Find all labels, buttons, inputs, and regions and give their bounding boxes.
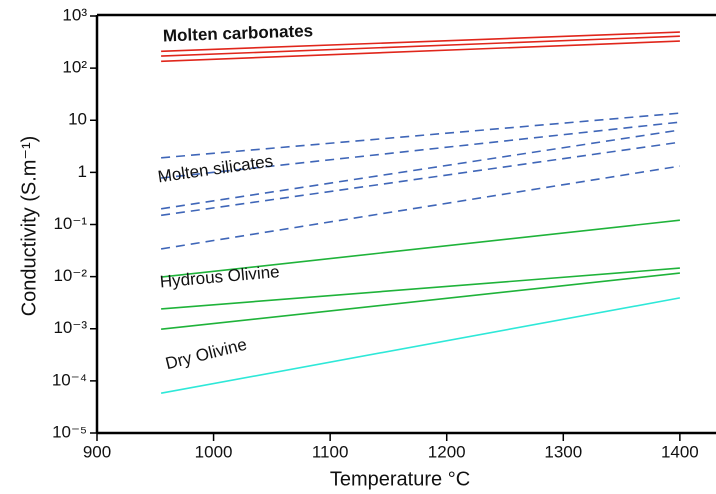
x-tick-label: 1000	[195, 442, 233, 461]
series-line	[161, 35, 680, 57]
series-line	[160, 141, 681, 217]
y-tick-label: 10⁻¹	[53, 214, 87, 233]
series-line	[161, 219, 680, 278]
series-line	[161, 40, 680, 63]
x-axis-title: Temperature °C	[330, 468, 470, 490]
series-line	[160, 297, 681, 394]
annotation: Molten carbonates	[163, 21, 314, 45]
x-tick-label: 1200	[428, 442, 466, 461]
series-line	[161, 272, 680, 330]
y-tick-label: 10²	[62, 58, 87, 77]
y-tick-label: 10⁻²	[53, 266, 87, 285]
y-tick-label: 10	[68, 110, 87, 129]
y-tick-label: 1	[78, 162, 87, 181]
series-line	[161, 267, 680, 310]
y-axis-title: Conductivity (S.m⁻¹)	[18, 136, 40, 317]
y-tick-label: 10⁻⁴	[52, 370, 87, 389]
y-tick-label: 10⁻³	[53, 318, 87, 337]
x-tick-label: 900	[83, 442, 111, 461]
x-tick-label: 1100	[312, 442, 349, 461]
x-tick-label: 1300	[544, 442, 582, 461]
series-line	[161, 121, 680, 179]
series-line	[160, 165, 681, 250]
annotation: Dry Olivine	[163, 335, 248, 374]
y-tick-label: 10⁻⁵	[52, 422, 87, 441]
series-line	[160, 129, 681, 210]
x-tick-label: 1400	[661, 442, 699, 461]
annotation: Molten silicates	[157, 151, 275, 186]
annotation: Hydrous Olivine	[159, 262, 280, 291]
y-tick-label: 10³	[62, 5, 87, 24]
series-line	[161, 112, 680, 159]
series-line	[161, 31, 680, 53]
